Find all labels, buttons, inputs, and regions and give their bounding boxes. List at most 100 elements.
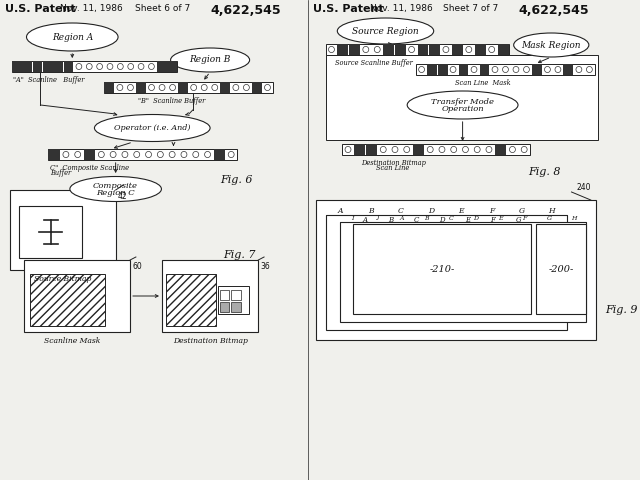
Bar	[24, 260, 130, 332]
Bar	[459, 64, 468, 75]
Text: C: C	[449, 216, 453, 220]
Text: Region B: Region B	[189, 56, 231, 64]
Text: A: A	[338, 207, 344, 215]
Bar	[563, 64, 573, 75]
Text: E: E	[465, 216, 470, 224]
Text: C: C	[398, 207, 404, 215]
Text: E: E	[498, 216, 502, 220]
Bar	[30, 274, 105, 326]
Bar	[417, 64, 595, 75]
Text: Nov. 11, 1986: Nov. 11, 1986	[60, 4, 122, 13]
Text: Buffer: Buffer	[50, 169, 71, 177]
Bar	[383, 44, 394, 55]
Bar	[326, 215, 566, 330]
Bar	[63, 61, 74, 72]
Bar	[12, 61, 22, 72]
Text: "A"  Scanline   Buffer: "A" Scanline Buffer	[13, 76, 85, 84]
Bar	[220, 302, 229, 312]
Ellipse shape	[407, 91, 518, 119]
Text: -200-: -200-	[548, 264, 573, 274]
Text: U.S. Patent: U.S. Patent	[5, 4, 76, 14]
Bar	[349, 44, 360, 55]
Bar	[218, 286, 249, 314]
Text: Sheet 7 of 7: Sheet 7 of 7	[444, 4, 499, 13]
Text: Operation: Operation	[442, 105, 484, 113]
Bar	[252, 82, 262, 93]
Text: Composite: Composite	[93, 182, 138, 190]
Bar	[22, 61, 32, 72]
Text: "B"  Scanline Buffer: "B" Scanline Buffer	[138, 97, 205, 105]
Bar	[326, 44, 509, 55]
Bar	[157, 61, 166, 72]
Bar	[178, 82, 188, 93]
Text: Scan Line: Scan Line	[376, 164, 409, 172]
Text: Scanline Mask: Scanline Mask	[44, 337, 100, 345]
Text: E: E	[458, 207, 464, 215]
Bar	[167, 61, 177, 72]
Bar	[220, 82, 230, 93]
Bar	[452, 44, 463, 55]
Text: B: B	[368, 207, 374, 215]
Bar	[495, 144, 506, 155]
Bar	[353, 224, 531, 314]
Bar	[479, 64, 490, 75]
Text: Scan Line  Mask: Scan Line Mask	[455, 79, 511, 87]
Bar	[136, 82, 146, 93]
Text: Source Bitmap: Source Bitmap	[34, 275, 92, 283]
Text: Destination Bitmap: Destination Bitmap	[173, 337, 248, 345]
Text: F: F	[522, 216, 527, 220]
Bar	[48, 149, 237, 160]
Text: D: D	[428, 207, 434, 215]
Text: F: F	[489, 207, 494, 215]
Text: A: A	[363, 216, 368, 224]
Bar	[498, 44, 509, 55]
Text: B: B	[388, 216, 394, 224]
Bar	[10, 190, 116, 270]
Text: Region C: Region C	[97, 189, 135, 197]
Bar	[19, 206, 82, 258]
Text: A: A	[399, 216, 404, 220]
Text: Destination Bitmap: Destination Bitmap	[362, 159, 426, 167]
Text: Fig. 7: Fig. 7	[223, 250, 256, 260]
Bar	[316, 200, 596, 340]
Bar	[536, 224, 586, 314]
Text: D: D	[473, 216, 478, 220]
Bar	[340, 222, 586, 322]
Text: 4,622,545: 4,622,545	[210, 4, 281, 17]
Text: F: F	[490, 216, 495, 224]
Ellipse shape	[95, 115, 210, 142]
Bar	[53, 61, 63, 72]
Text: 42: 42	[118, 192, 127, 201]
Bar	[162, 260, 259, 332]
Bar	[220, 290, 229, 300]
Bar	[12, 61, 177, 72]
Bar	[337, 44, 348, 55]
Ellipse shape	[70, 177, 161, 202]
Text: D: D	[439, 216, 445, 224]
Text: H: H	[548, 207, 555, 215]
Text: Source Scanline Buffer: Source Scanline Buffer	[335, 59, 413, 67]
Text: G: G	[515, 216, 521, 224]
Bar	[84, 149, 95, 160]
Text: Fig. 6: Fig. 6	[220, 175, 252, 185]
Text: G: G	[547, 216, 552, 220]
Text: Nov. 11, 1986: Nov. 11, 1986	[370, 4, 433, 13]
Text: G: G	[518, 207, 525, 215]
Bar	[104, 82, 115, 93]
Bar	[413, 144, 424, 155]
Text: C: C	[413, 216, 419, 224]
Text: -210-: -210-	[429, 264, 454, 274]
Bar	[438, 64, 447, 75]
Bar	[33, 61, 42, 72]
Bar	[354, 144, 365, 155]
Bar	[49, 149, 60, 160]
Text: J: J	[376, 216, 378, 220]
Text: Sheet 6 of 7: Sheet 6 of 7	[135, 4, 190, 13]
Ellipse shape	[26, 23, 118, 51]
Bar	[417, 44, 428, 55]
Text: 240: 240	[577, 183, 591, 192]
Text: Mask Region: Mask Region	[522, 40, 581, 49]
Bar	[366, 144, 377, 155]
Text: U.S. Patent: U.S. Patent	[313, 4, 384, 14]
Ellipse shape	[514, 33, 589, 57]
